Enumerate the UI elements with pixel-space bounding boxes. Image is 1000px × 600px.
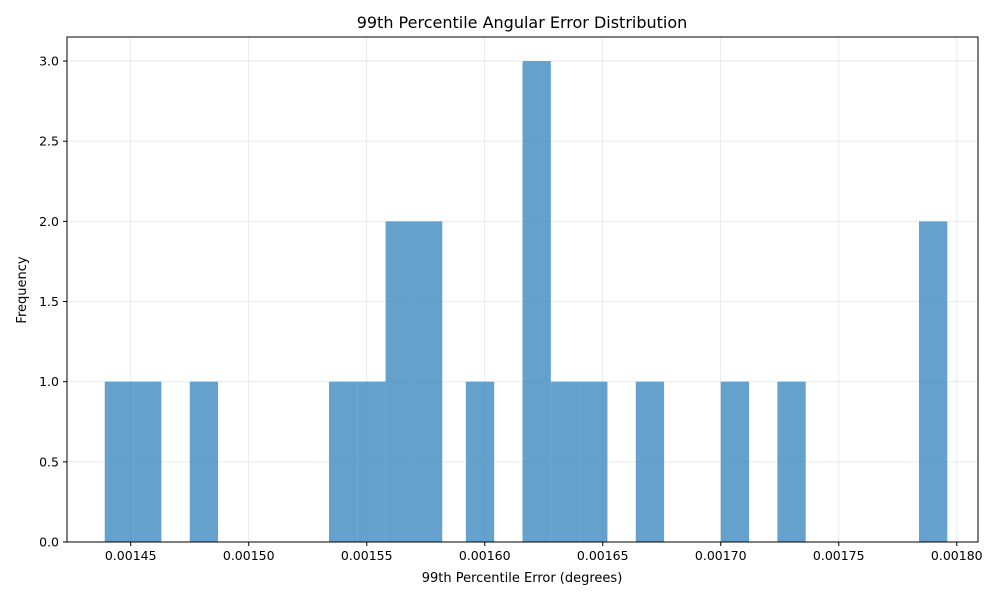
plot-area-frame <box>66 36 979 543</box>
histogram-bar <box>413 221 443 542</box>
ticks-layer: 0.00145 0.00150 0.00155 0.00160 0.00165 0.001… <box>39 54 983 563</box>
histogram-bar <box>357 381 386 542</box>
histogram-bar <box>465 381 495 542</box>
histogram-bar <box>522 61 551 543</box>
x-tick-label: 0.00155 <box>341 548 393 563</box>
x-tick-label: 0.00160 <box>459 548 511 563</box>
histogram-bar <box>550 381 580 542</box>
x-tick-label: 0.00170 <box>695 548 747 563</box>
x-axis-title: 99th Percentile Error (degrees) <box>422 571 623 586</box>
x-tick-label: 0.00145 <box>105 548 157 563</box>
x-tick-label: 0.00180 <box>931 548 983 563</box>
y-tick-label: 1.5 <box>39 294 59 309</box>
histogram-bar <box>189 381 219 542</box>
x-tick-label: 0.00150 <box>223 548 275 563</box>
histogram-bar <box>635 381 665 542</box>
histogram-bar <box>133 381 162 542</box>
bars-layer <box>104 61 948 543</box>
histogram-bar <box>579 381 608 542</box>
x-tick-label: 0.00175 <box>813 548 865 563</box>
histogram-bar <box>385 221 414 542</box>
y-tick-label: 3.0 <box>39 54 59 69</box>
histogram-bar <box>328 381 358 542</box>
y-tick-label: 0.5 <box>39 454 59 469</box>
chart-title: 99th Percentile Angular Error Distributi… <box>357 13 688 32</box>
y-tick-label: 2.0 <box>39 214 59 229</box>
histogram-bar <box>918 221 948 542</box>
y-tick-label: 1.0 <box>39 374 59 389</box>
histogram-bar <box>777 381 806 542</box>
histogram-bar <box>720 381 750 542</box>
y-tick-label: 2.5 <box>39 134 59 149</box>
x-tick-label: 0.00165 <box>577 548 629 563</box>
y-axis-title: Frequency <box>15 256 30 323</box>
y-tick-label: 0.0 <box>39 535 59 550</box>
histogram-bar <box>104 381 134 542</box>
